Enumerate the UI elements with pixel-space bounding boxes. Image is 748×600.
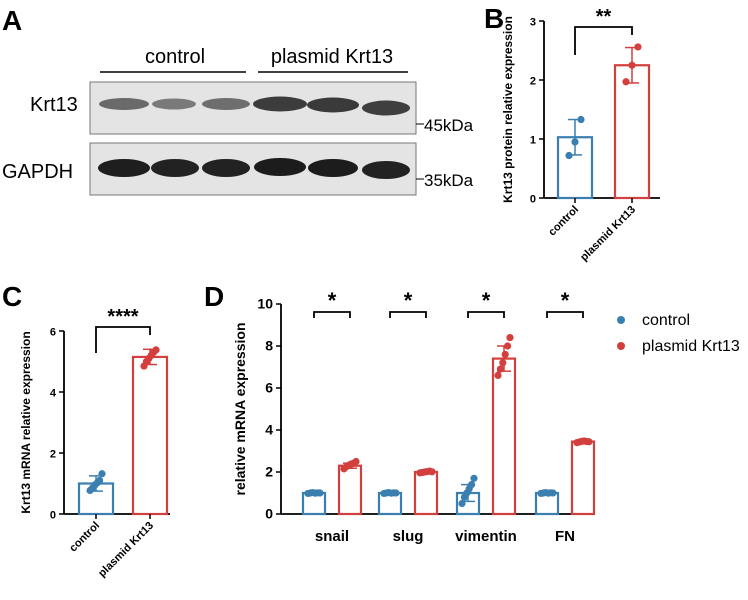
y-tick-label: 1 bbox=[530, 135, 536, 147]
data-point bbox=[628, 61, 636, 69]
data-point bbox=[565, 151, 573, 160]
data-point bbox=[316, 489, 324, 497]
data-point bbox=[494, 371, 502, 379]
data-point bbox=[98, 470, 106, 478]
blot-band bbox=[307, 97, 359, 113]
blot-band bbox=[253, 96, 307, 112]
x-tick-label: vimentin bbox=[455, 528, 517, 545]
y-axis-label: relative mRNA expression bbox=[232, 323, 248, 496]
blot-membrane-krt13 bbox=[89, 81, 417, 135]
data-point bbox=[622, 78, 630, 86]
blot-band bbox=[308, 159, 358, 177]
chart-b: 0 1 2 3 Krt13 protein relative expression con… bbox=[501, 6, 660, 264]
data-point bbox=[392, 489, 400, 497]
x-tick-label: slug bbox=[393, 528, 424, 545]
data-point bbox=[585, 438, 593, 446]
x-tick-label: control bbox=[546, 204, 581, 239]
significance-label: * bbox=[404, 288, 413, 313]
data-point bbox=[571, 138, 579, 146]
legend-label: plasmid Krt13 bbox=[642, 338, 740, 355]
significance-bracket bbox=[389, 311, 427, 318]
significance-bracket bbox=[574, 26, 633, 55]
data-point bbox=[496, 365, 504, 373]
y-tick-label: 8 bbox=[265, 338, 273, 354]
significance-bracket bbox=[95, 326, 151, 353]
significance-label: * bbox=[482, 288, 491, 313]
blot-band bbox=[362, 161, 410, 179]
blot-band bbox=[98, 159, 150, 177]
y-tick-label: 4 bbox=[50, 388, 57, 400]
data-point bbox=[504, 342, 512, 350]
y-tick-label: 0 bbox=[530, 194, 536, 206]
bar bbox=[613, 64, 651, 200]
x-tick-label: plasmid Krt13 bbox=[578, 204, 638, 264]
blot-band bbox=[152, 98, 196, 110]
y-tick-label: 2 bbox=[530, 76, 536, 88]
western-blot: control plasmid Krt13 Krt13 45kDa GAPDH … bbox=[2, 46, 474, 196]
y-tick-label: 2 bbox=[265, 464, 273, 480]
data-point bbox=[506, 334, 514, 342]
bar bbox=[570, 440, 596, 516]
bar bbox=[491, 357, 517, 516]
legend-marker bbox=[617, 342, 625, 350]
significance-bracket bbox=[313, 311, 351, 318]
data-point bbox=[96, 476, 104, 485]
bar bbox=[337, 464, 363, 516]
bar bbox=[131, 355, 169, 516]
bar bbox=[413, 470, 439, 516]
blot-band bbox=[202, 159, 250, 177]
blot-band bbox=[362, 100, 410, 116]
y-tick-label: 10 bbox=[257, 296, 273, 312]
blot-group-label-control: control bbox=[145, 46, 205, 68]
data-point bbox=[468, 481, 476, 489]
data-point bbox=[577, 115, 585, 124]
blot-marker-45kda: 45kDa bbox=[424, 116, 474, 135]
blot-row-label-gapdh: GAPDH bbox=[2, 161, 73, 183]
y-tick-label: 6 bbox=[50, 327, 56, 339]
y-tick-label: 0 bbox=[265, 506, 273, 522]
y-tick-label: 3 bbox=[530, 17, 536, 29]
x-tick-label: FN bbox=[555, 528, 575, 545]
significance-bracket bbox=[467, 311, 505, 318]
data-point bbox=[428, 468, 436, 476]
data-point bbox=[499, 359, 507, 367]
blot-band bbox=[151, 159, 199, 177]
significance-label: * bbox=[561, 288, 570, 313]
data-point bbox=[549, 489, 557, 497]
data-point bbox=[352, 457, 360, 466]
blot-band bbox=[202, 98, 250, 110]
significance-bracket bbox=[546, 311, 584, 318]
blot-group-label-plasmid: plasmid Krt13 bbox=[271, 46, 393, 68]
data-point bbox=[152, 346, 160, 354]
data-point bbox=[458, 499, 466, 508]
blot-marker-35kda: 35kDa bbox=[424, 171, 474, 190]
chart-c: 0 2 4 6 Krt13 mRNA relative expression contro… bbox=[19, 306, 170, 580]
x-tick-label: plasmid Krt13 bbox=[96, 520, 156, 580]
chart-d: 0 2 4 6 8 10 relative mRNA expression snail * slu… bbox=[232, 288, 740, 545]
blot-row-label-krt13: Krt13 bbox=[30, 94, 78, 116]
legend-marker bbox=[617, 316, 625, 324]
y-tick-label: 4 bbox=[265, 422, 273, 438]
panel-letter-c: C bbox=[2, 281, 22, 312]
significance-label: **** bbox=[107, 306, 138, 328]
panel-letter-b: B bbox=[484, 3, 504, 34]
panel-letter-a: A bbox=[2, 5, 22, 36]
y-tick-label: 6 bbox=[265, 380, 273, 396]
y-tick-label: 2 bbox=[50, 449, 56, 461]
data-point bbox=[501, 350, 509, 358]
data-point bbox=[470, 474, 478, 482]
significance-label: ** bbox=[596, 6, 612, 28]
x-tick-label: snail bbox=[315, 528, 349, 545]
data-point bbox=[634, 43, 642, 51]
y-axis-label: Krt13 protein relative expression bbox=[501, 16, 515, 203]
blot-band bbox=[99, 98, 149, 110]
blot-band bbox=[254, 158, 306, 176]
legend-label: control bbox=[642, 312, 690, 329]
y-tick-label: 0 bbox=[50, 510, 56, 522]
y-axis-label: Krt13 mRNA relative expression bbox=[19, 331, 33, 513]
significance-label: * bbox=[328, 288, 337, 313]
x-tick-label: control bbox=[67, 520, 102, 555]
panel-letter-d: D bbox=[204, 281, 224, 312]
